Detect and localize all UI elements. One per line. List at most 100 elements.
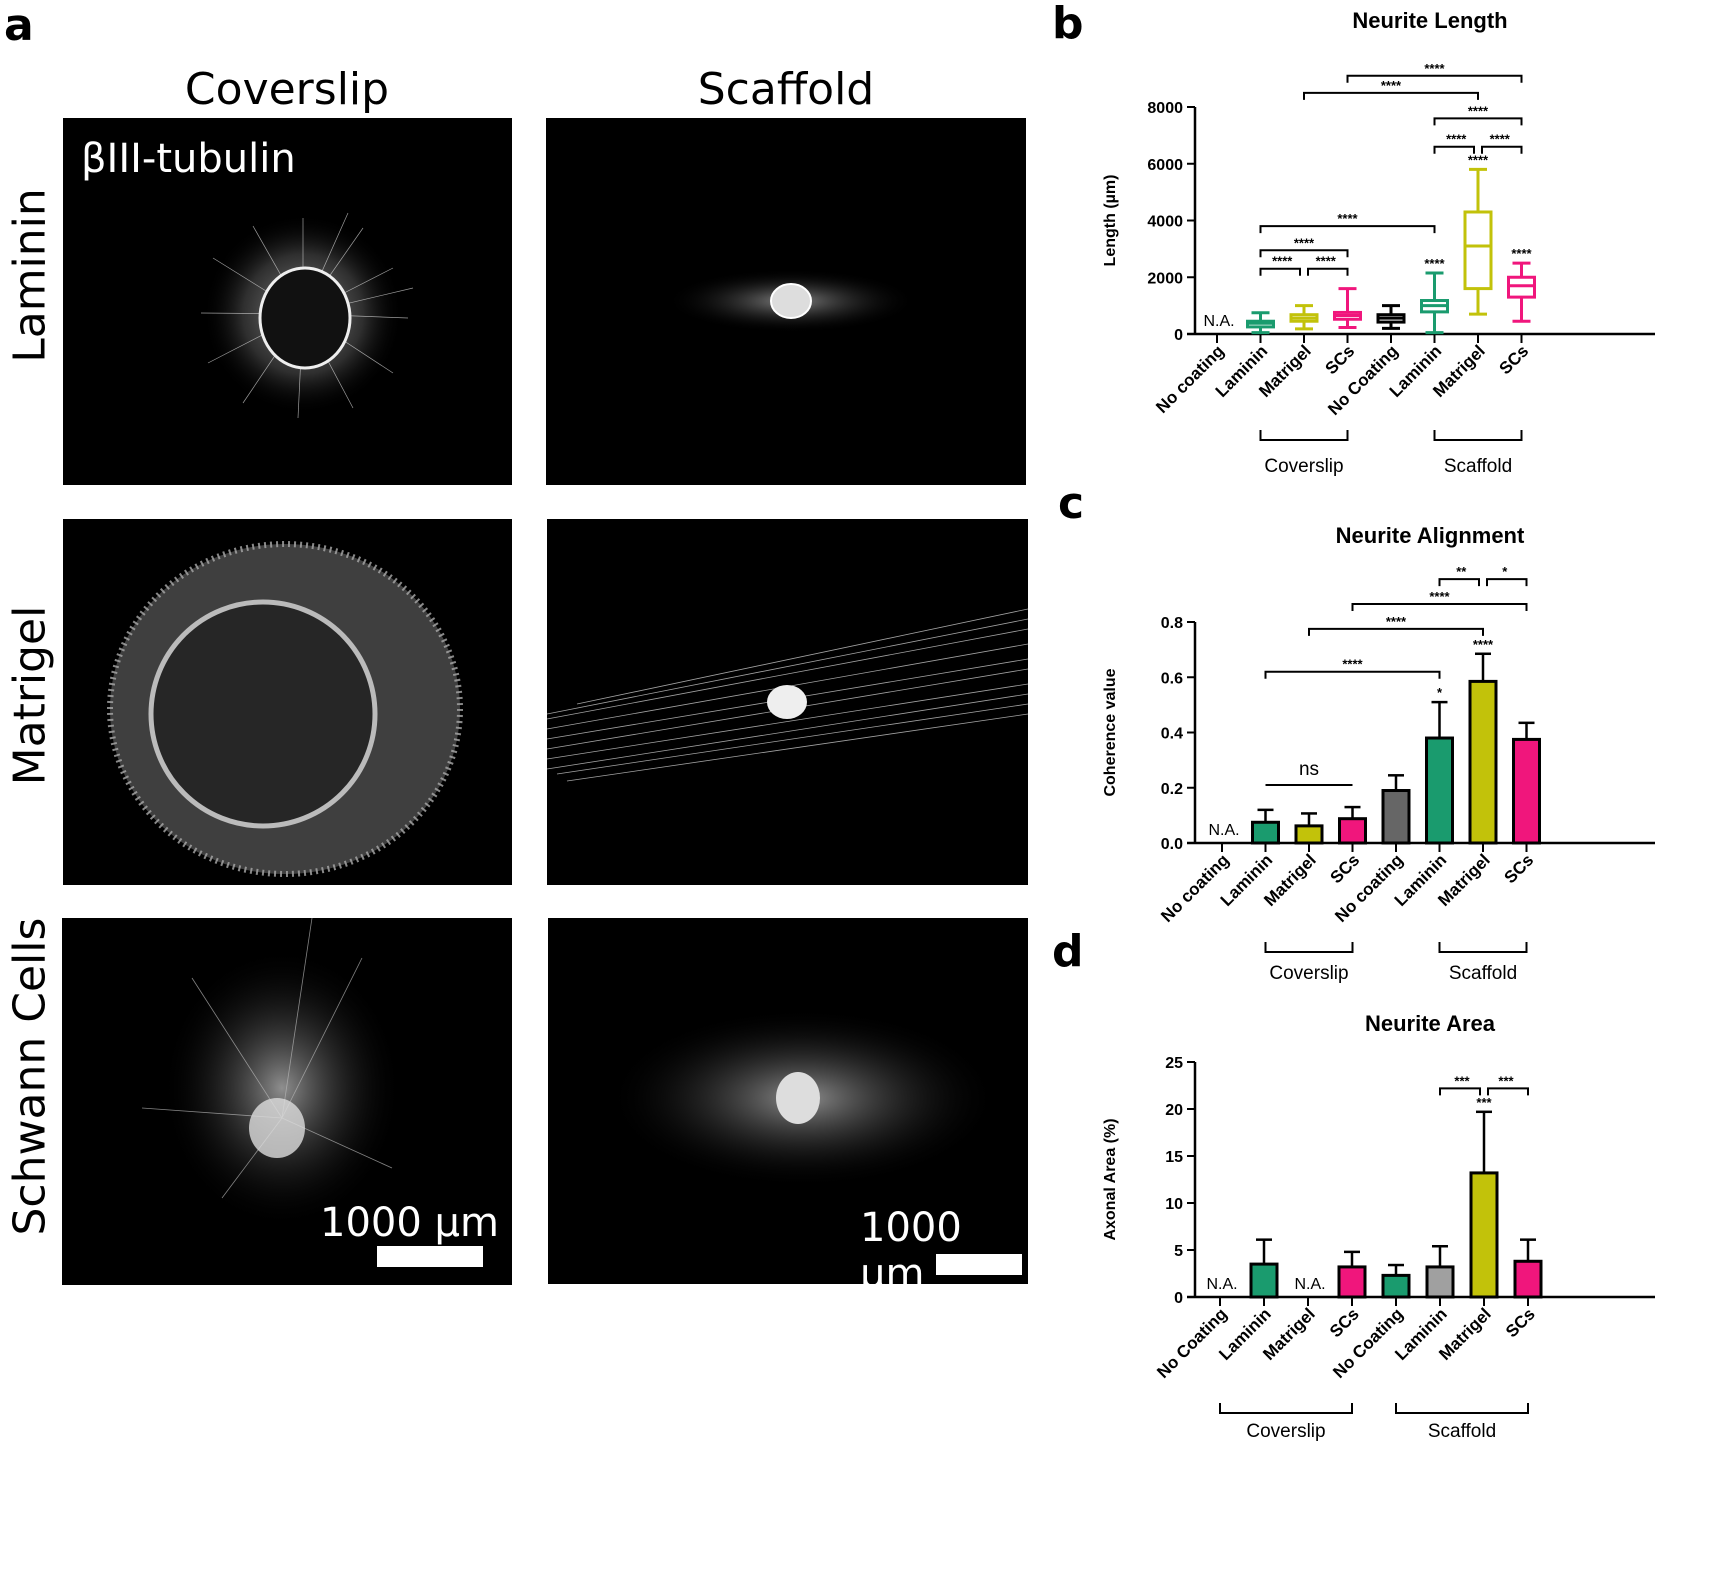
y-axis-label: Axonal Area (%)	[1102, 1118, 1119, 1240]
group-bracket	[1433, 430, 1523, 441]
bar	[1337, 1265, 1367, 1299]
chart-title: Neurite Alignment	[1336, 523, 1525, 548]
box-plot	[1289, 304, 1319, 331]
x-category-label: SCs	[1326, 1304, 1363, 1341]
bar	[1425, 736, 1454, 845]
na-label: N.A.	[1208, 822, 1239, 839]
bar	[1338, 817, 1367, 845]
bar	[1469, 1171, 1499, 1299]
row-label-matrigel: Matrigel	[4, 605, 56, 786]
y-tick-label: 0	[1174, 1290, 1183, 1307]
y-tick-label: 0.8	[1161, 615, 1183, 632]
micrograph-schwann-coverslip: 1000 µm	[62, 918, 512, 1285]
chart-svg: Neurite Length Length (µm) 0 2000 4000 6000 80…	[1102, 8, 1655, 477]
comparison-bracket	[1487, 1087, 1529, 1096]
significance-label: *	[1502, 564, 1508, 579]
box-plot	[1420, 271, 1449, 335]
micrograph-matrigel-scaffold	[547, 519, 1028, 885]
chart-title: Neurite Length	[1352, 8, 1507, 33]
scale-bar-label: 1000 µm	[860, 1205, 962, 1284]
significance-label: ***	[1454, 1073, 1470, 1088]
bar	[1512, 737, 1541, 845]
significance-label: ****	[1342, 657, 1363, 672]
comparison-bracket	[1486, 578, 1528, 587]
significance-label: ***	[1498, 1073, 1514, 1088]
significance-label: ***	[1476, 1095, 1492, 1110]
y-tick-label: 15	[1165, 1149, 1183, 1166]
group-label: Coverslip	[1246, 1421, 1325, 1442]
group-bracket	[1259, 430, 1349, 441]
group-label: Scaffold	[1449, 963, 1517, 984]
significance-label: ****	[1272, 254, 1293, 269]
x-category-label: No coating	[1157, 850, 1233, 926]
stain-label: βIII-tubulin	[81, 136, 296, 182]
significance-label: ****	[1429, 589, 1450, 604]
x-category-label: No Coating	[1153, 1304, 1231, 1382]
y-tick-label: 0.2	[1161, 781, 1183, 798]
y-tick-label: 6000	[1147, 157, 1183, 174]
panel-letter-b: b	[1052, 0, 1084, 49]
y-tick-label: 2000	[1147, 270, 1183, 287]
significance-label: ****	[1511, 246, 1532, 261]
group-bracket	[1395, 1403, 1529, 1414]
explant-long-aligned-neurites	[547, 608, 1028, 782]
explant-dense-outgrowth	[107, 541, 463, 877]
x-category-label: SCs	[1327, 850, 1364, 887]
comparison-bracket	[1481, 145, 1523, 154]
significance-label: ****	[1424, 61, 1445, 76]
row-label-schwann-cells: Schwann Cells	[4, 917, 56, 1236]
y-tick-label: 8000	[1147, 100, 1183, 117]
na-label: N.A.	[1206, 1276, 1237, 1293]
comparison-bracket	[1259, 249, 1349, 258]
bar	[1381, 789, 1411, 845]
chart-neurite-area: Neurite Area Axonal Area (%) 0 5 10 15 20 25 No …	[1080, 1005, 1725, 1588]
box-plot	[1507, 261, 1536, 323]
bar	[1249, 1262, 1279, 1299]
comparison-bracket	[1264, 670, 1441, 679]
chart-neurite-length: Neurite Length Length (µm) 0 2000 4000 6000 80…	[1080, 0, 1725, 480]
y-tick-label: 0	[1174, 327, 1183, 344]
significance-label: ****	[1468, 103, 1489, 118]
significance-label: ****	[1473, 637, 1494, 652]
comparison-bracket	[1303, 91, 1479, 100]
y-tick-label: 4000	[1147, 214, 1183, 231]
scale-bar-label: 1000 µm	[320, 1200, 499, 1246]
row-label-laminin: Laminin	[4, 188, 56, 363]
bar	[1468, 679, 1498, 845]
panel-letter-c: c	[1058, 478, 1085, 529]
group-bracket	[1264, 942, 1354, 953]
y-tick-label: 5	[1174, 1243, 1183, 1260]
y-tick-label: 0.6	[1161, 670, 1183, 687]
comparison-bracket	[1438, 578, 1480, 587]
group-label: Coverslip	[1264, 456, 1343, 477]
x-category-label: No coating	[1152, 341, 1228, 417]
comparison-bracket	[1351, 603, 1528, 612]
significance-label: ****	[1386, 614, 1407, 629]
box-plot	[1333, 287, 1362, 329]
significance-label: **	[1456, 564, 1467, 579]
significance-label: ****	[1337, 211, 1358, 226]
significance-label: ****	[1468, 152, 1489, 167]
comparison-bracket	[1346, 74, 1523, 83]
y-tick-label: 25	[1165, 1055, 1183, 1072]
box-plot	[1246, 311, 1275, 335]
significance-label: ****	[1316, 254, 1337, 269]
x-category-label: SCs	[1501, 850, 1538, 887]
micrograph-laminin-scaffold	[546, 118, 1026, 485]
significance-label: ****	[1294, 235, 1315, 250]
explant-radial-neurites	[200, 212, 414, 419]
y-tick-label: 20	[1165, 1102, 1183, 1119]
bar	[1294, 824, 1324, 845]
chart-title: Neurite Area	[1365, 1011, 1496, 1036]
panel-letter-a: a	[4, 0, 34, 51]
x-category-label: SCs	[1322, 341, 1359, 378]
bar	[1425, 1265, 1455, 1299]
micrograph-schwann-scaffold: 1000 µm	[548, 918, 1028, 1284]
significance-label: ****	[1490, 132, 1511, 147]
column-header-scaffold: Scaffold	[697, 64, 875, 115]
bar	[1513, 1259, 1543, 1299]
micrograph-matrigel-coverslip	[63, 519, 512, 885]
column-header-coverslip: Coverslip	[184, 64, 390, 115]
bar	[1251, 820, 1280, 845]
group-label: Scaffold	[1428, 1421, 1496, 1442]
